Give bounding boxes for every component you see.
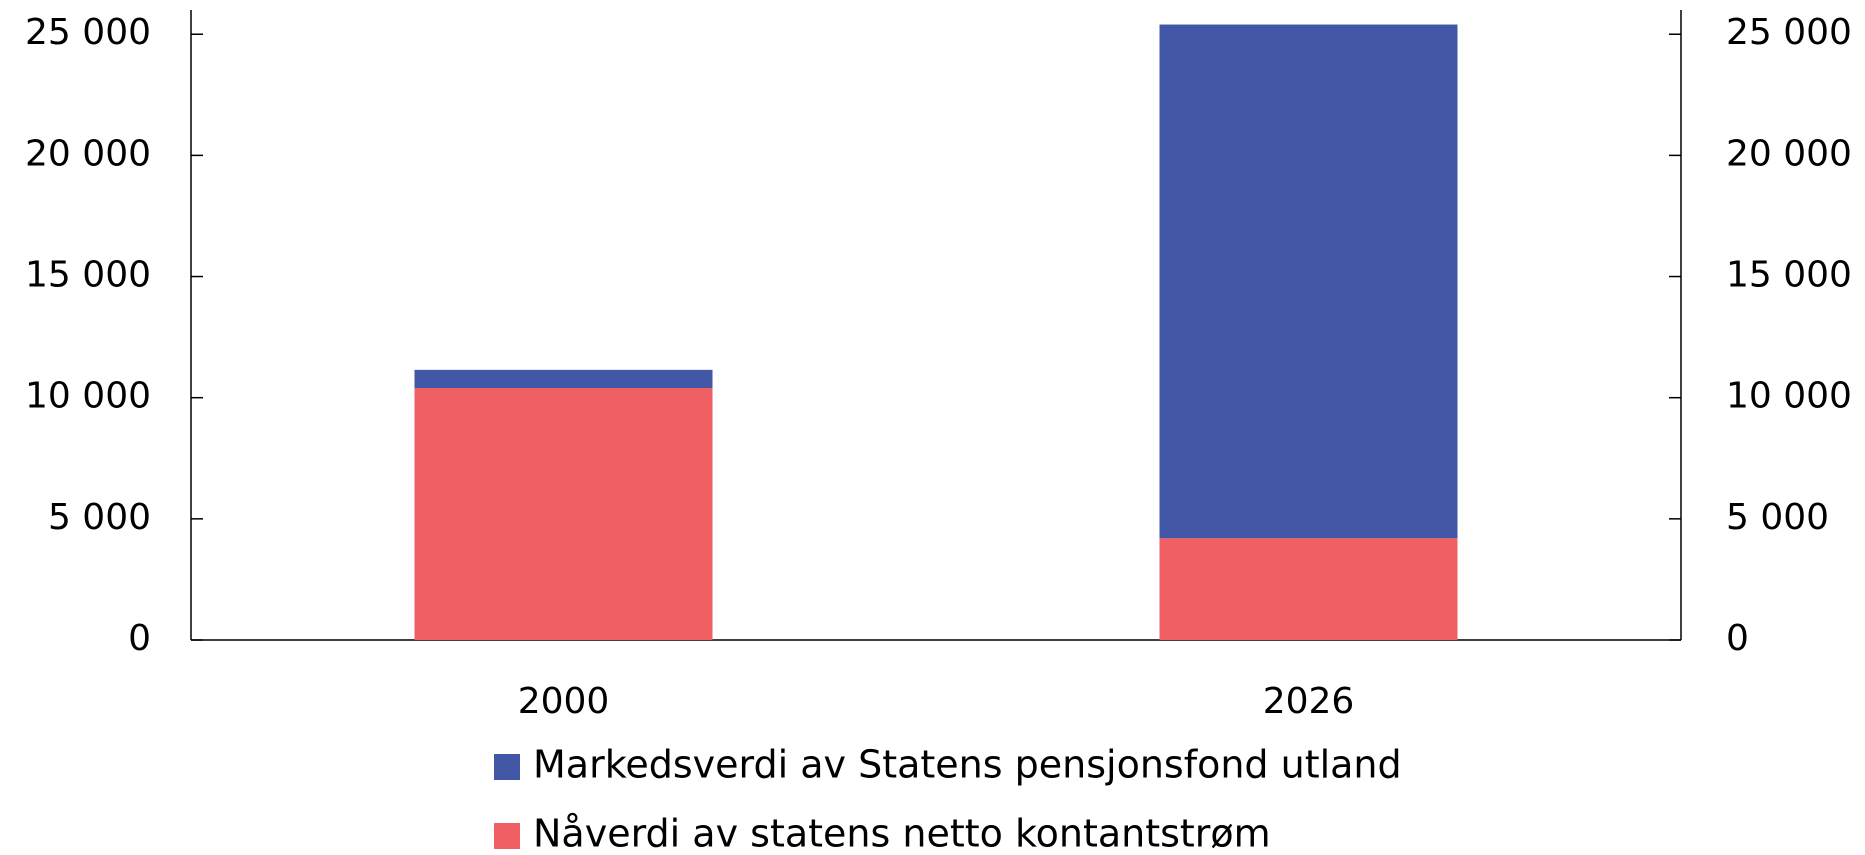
- legend-label: Nåverdi av statens netto kontantstrøm: [533, 812, 1271, 855]
- y-tick-label: 25 000: [25, 12, 151, 53]
- y2-tick-label: 25 000: [1726, 12, 1852, 53]
- y2-tick-label: 20 000: [1726, 133, 1852, 174]
- legend-swatch: [494, 823, 520, 849]
- legend-swatch: [494, 754, 520, 780]
- legend-label: Markedsverdi av Statens pensjonsfond utl…: [533, 743, 1402, 787]
- x-tick-label: 2000: [518, 681, 610, 722]
- y2-tick-label: 15 000: [1726, 255, 1852, 296]
- y-tick-label: 5 000: [48, 497, 151, 538]
- y-tick-label: 20 000: [25, 133, 151, 174]
- y2-tick-label: 10 000: [1726, 376, 1852, 417]
- bar-segment: [414, 369, 713, 388]
- y2-tick-label: 0: [1726, 618, 1749, 659]
- y-tick-label: 15 000: [25, 255, 151, 296]
- bar-segment: [1159, 538, 1458, 640]
- bar-segment: [414, 388, 713, 640]
- y-tick-label: 10 000: [25, 376, 151, 417]
- y2-tick-label: 5 000: [1726, 497, 1829, 538]
- y-tick-label: 0: [128, 618, 151, 659]
- x-tick-label: 2026: [1263, 681, 1355, 722]
- bar-segment: [1159, 24, 1458, 539]
